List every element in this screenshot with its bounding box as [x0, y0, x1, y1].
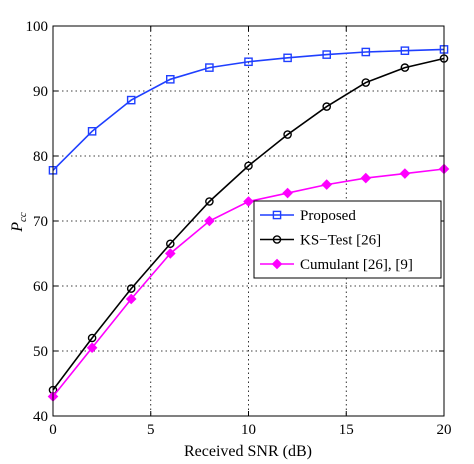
- y-tick-label: 60: [33, 279, 48, 295]
- data-point: [283, 53, 292, 63]
- x-tick-label: 15: [339, 422, 354, 438]
- legend: Proposed KS−Test [26] Cumulant [26], [9]: [253, 200, 442, 279]
- data-point: [165, 74, 175, 84]
- data-point: [282, 187, 293, 199]
- data-point: [244, 161, 253, 171]
- data-point: [205, 197, 214, 206]
- series-line: [52, 57, 445, 391]
- x-tick-label: 10: [241, 422, 256, 438]
- data-point: [322, 102, 332, 111]
- y-tick-label: 80: [33, 149, 48, 165]
- y-tick-label: 50: [33, 344, 48, 360]
- legend-label: KS−Test [26]: [300, 233, 381, 249]
- y-axis-label-main: P: [9, 222, 26, 233]
- series-3: [47, 163, 450, 402]
- legend-swatch-marker: [271, 258, 283, 270]
- series-2: [48, 54, 449, 395]
- x-tick-label: 20: [437, 422, 452, 438]
- data-point: [87, 333, 97, 343]
- y-tick-label: 90: [33, 84, 48, 100]
- legend-label: Proposed: [300, 208, 356, 224]
- legend-label: Cumulant [26], [9]: [300, 257, 413, 273]
- y-axis-label-sub: cc: [17, 212, 29, 222]
- data-point: [360, 172, 372, 184]
- data-point: [361, 78, 371, 87]
- series-1: [48, 45, 449, 175]
- legend-swatch-marker: [272, 235, 282, 244]
- data-point: [126, 95, 136, 105]
- data-point: [125, 293, 137, 305]
- data-point: [165, 239, 175, 249]
- data-point: [244, 57, 253, 67]
- legend-entry: KS−Test [26]: [260, 233, 381, 249]
- y-tick-label: 70: [33, 214, 48, 230]
- data-point: [126, 284, 136, 293]
- data-point: [205, 63, 214, 72]
- x-tick-label: 5: [147, 422, 155, 438]
- series-line: [52, 48, 445, 171]
- legend-swatch-marker: [272, 210, 282, 220]
- data-point: [321, 179, 333, 190]
- x-axis-label: Received SNR (dB): [184, 443, 312, 460]
- y-axis-label: Pcc: [9, 212, 29, 233]
- y-tick-label: 40: [33, 409, 48, 425]
- data-point: [204, 215, 215, 227]
- data-point: [399, 168, 411, 179]
- legend-entry: Proposed: [260, 208, 356, 224]
- data-point: [164, 248, 176, 259]
- data-point: [361, 47, 371, 57]
- data-point: [322, 50, 332, 59]
- series-layer: [47, 45, 450, 402]
- data-point: [400, 63, 410, 72]
- y-tick-label: 100: [26, 19, 49, 35]
- data-point: [87, 126, 97, 136]
- legend-entry: Cumulant [26], [9]: [260, 257, 413, 273]
- x-tick-label: 0: [49, 422, 57, 438]
- axis-ticks: 0 5 10 15 20 40 50 60 70 80 90 100: [26, 19, 452, 438]
- data-point: [400, 46, 410, 55]
- data-point: [243, 196, 254, 207]
- data-point: [283, 130, 292, 139]
- data-point: [86, 342, 98, 354]
